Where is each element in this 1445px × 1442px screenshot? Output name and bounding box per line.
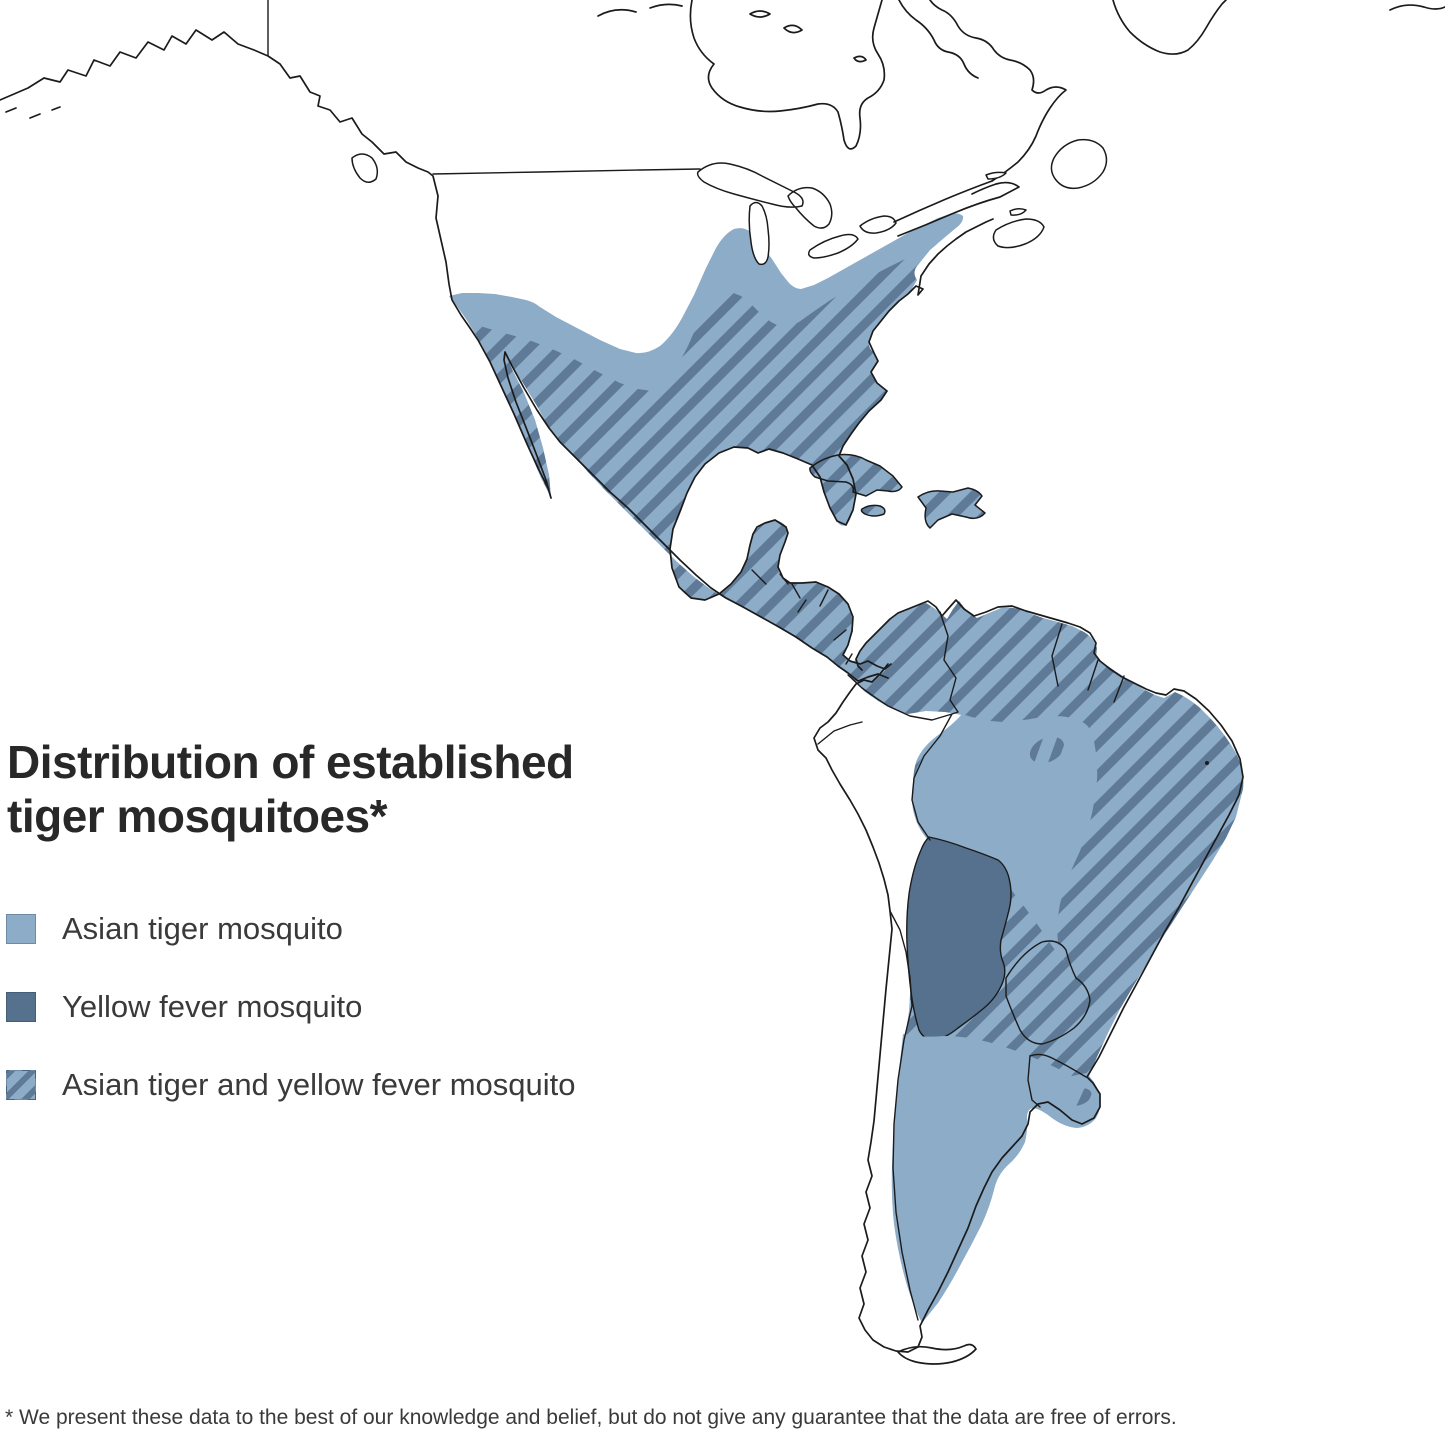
coastline-st-lawrence xyxy=(893,180,1020,237)
coastline-south-america xyxy=(813,599,1244,1353)
bolivia-yellow-fever xyxy=(906,836,1012,1041)
legend-label-both-species: Asian tiger and yellow fever mosquito xyxy=(62,1067,576,1102)
legend-label-asian-tiger: Asian tiger mosquito xyxy=(62,911,343,946)
atlantic-islet-dot xyxy=(1205,761,1209,765)
anticosti-island xyxy=(985,171,1007,180)
vancouver-island xyxy=(351,153,379,183)
coastline-hudson-bay xyxy=(689,0,886,150)
footnote: * We present these data to the best of o… xyxy=(5,1406,1177,1429)
south-america-country-borders xyxy=(817,611,1125,1321)
jamaica-island xyxy=(860,504,886,517)
hispaniola-island xyxy=(917,487,986,529)
cuba-island xyxy=(809,453,903,497)
newfoundland-island xyxy=(1050,138,1108,190)
central-america-country-borders xyxy=(751,569,853,665)
amazon-asian-tiger-patch xyxy=(911,714,1098,962)
amazon-both-species-enclave xyxy=(1029,736,1065,764)
nova-scotia xyxy=(992,218,1045,249)
map-title-line2: tiger mosquitoes* xyxy=(7,789,388,842)
asian-tiger-swatch xyxy=(6,914,36,944)
map-title-line1: Distribution of established xyxy=(7,736,574,788)
greenland-coast xyxy=(1112,0,1445,55)
both-species-swatch xyxy=(6,1070,36,1100)
legend-item-both-species: Asian tiger and yellow fever mosquito xyxy=(6,1067,576,1102)
legend: Asian tiger mosquito Yellow fever mosqui… xyxy=(6,911,576,1147)
aleutian-islands xyxy=(5,106,61,119)
map-title: Distribution of established tiger mosqui… xyxy=(7,736,667,844)
coastline-pacific-north-america xyxy=(0,29,889,682)
uruguay-both-species-enclave xyxy=(1066,1088,1092,1106)
tierra-del-fuego xyxy=(897,1343,977,1365)
great-lakes xyxy=(696,162,897,266)
argentina-uruguay-asian-tiger xyxy=(891,1034,1101,1323)
legend-item-asian-tiger: Asian tiger mosquito xyxy=(6,911,575,946)
coastline-gulf-atlantic xyxy=(669,218,994,670)
legend-label-yellow-fever: Yellow fever mosquito xyxy=(62,989,363,1024)
yellow-fever-swatch xyxy=(6,992,36,1022)
us-canada-border xyxy=(432,168,701,175)
prince-edward-island xyxy=(1009,207,1027,216)
coastline-labrador-quebec xyxy=(929,0,1067,182)
legend-item-yellow-fever: Yellow fever mosquito xyxy=(6,989,575,1024)
arctic-islands xyxy=(597,0,979,79)
